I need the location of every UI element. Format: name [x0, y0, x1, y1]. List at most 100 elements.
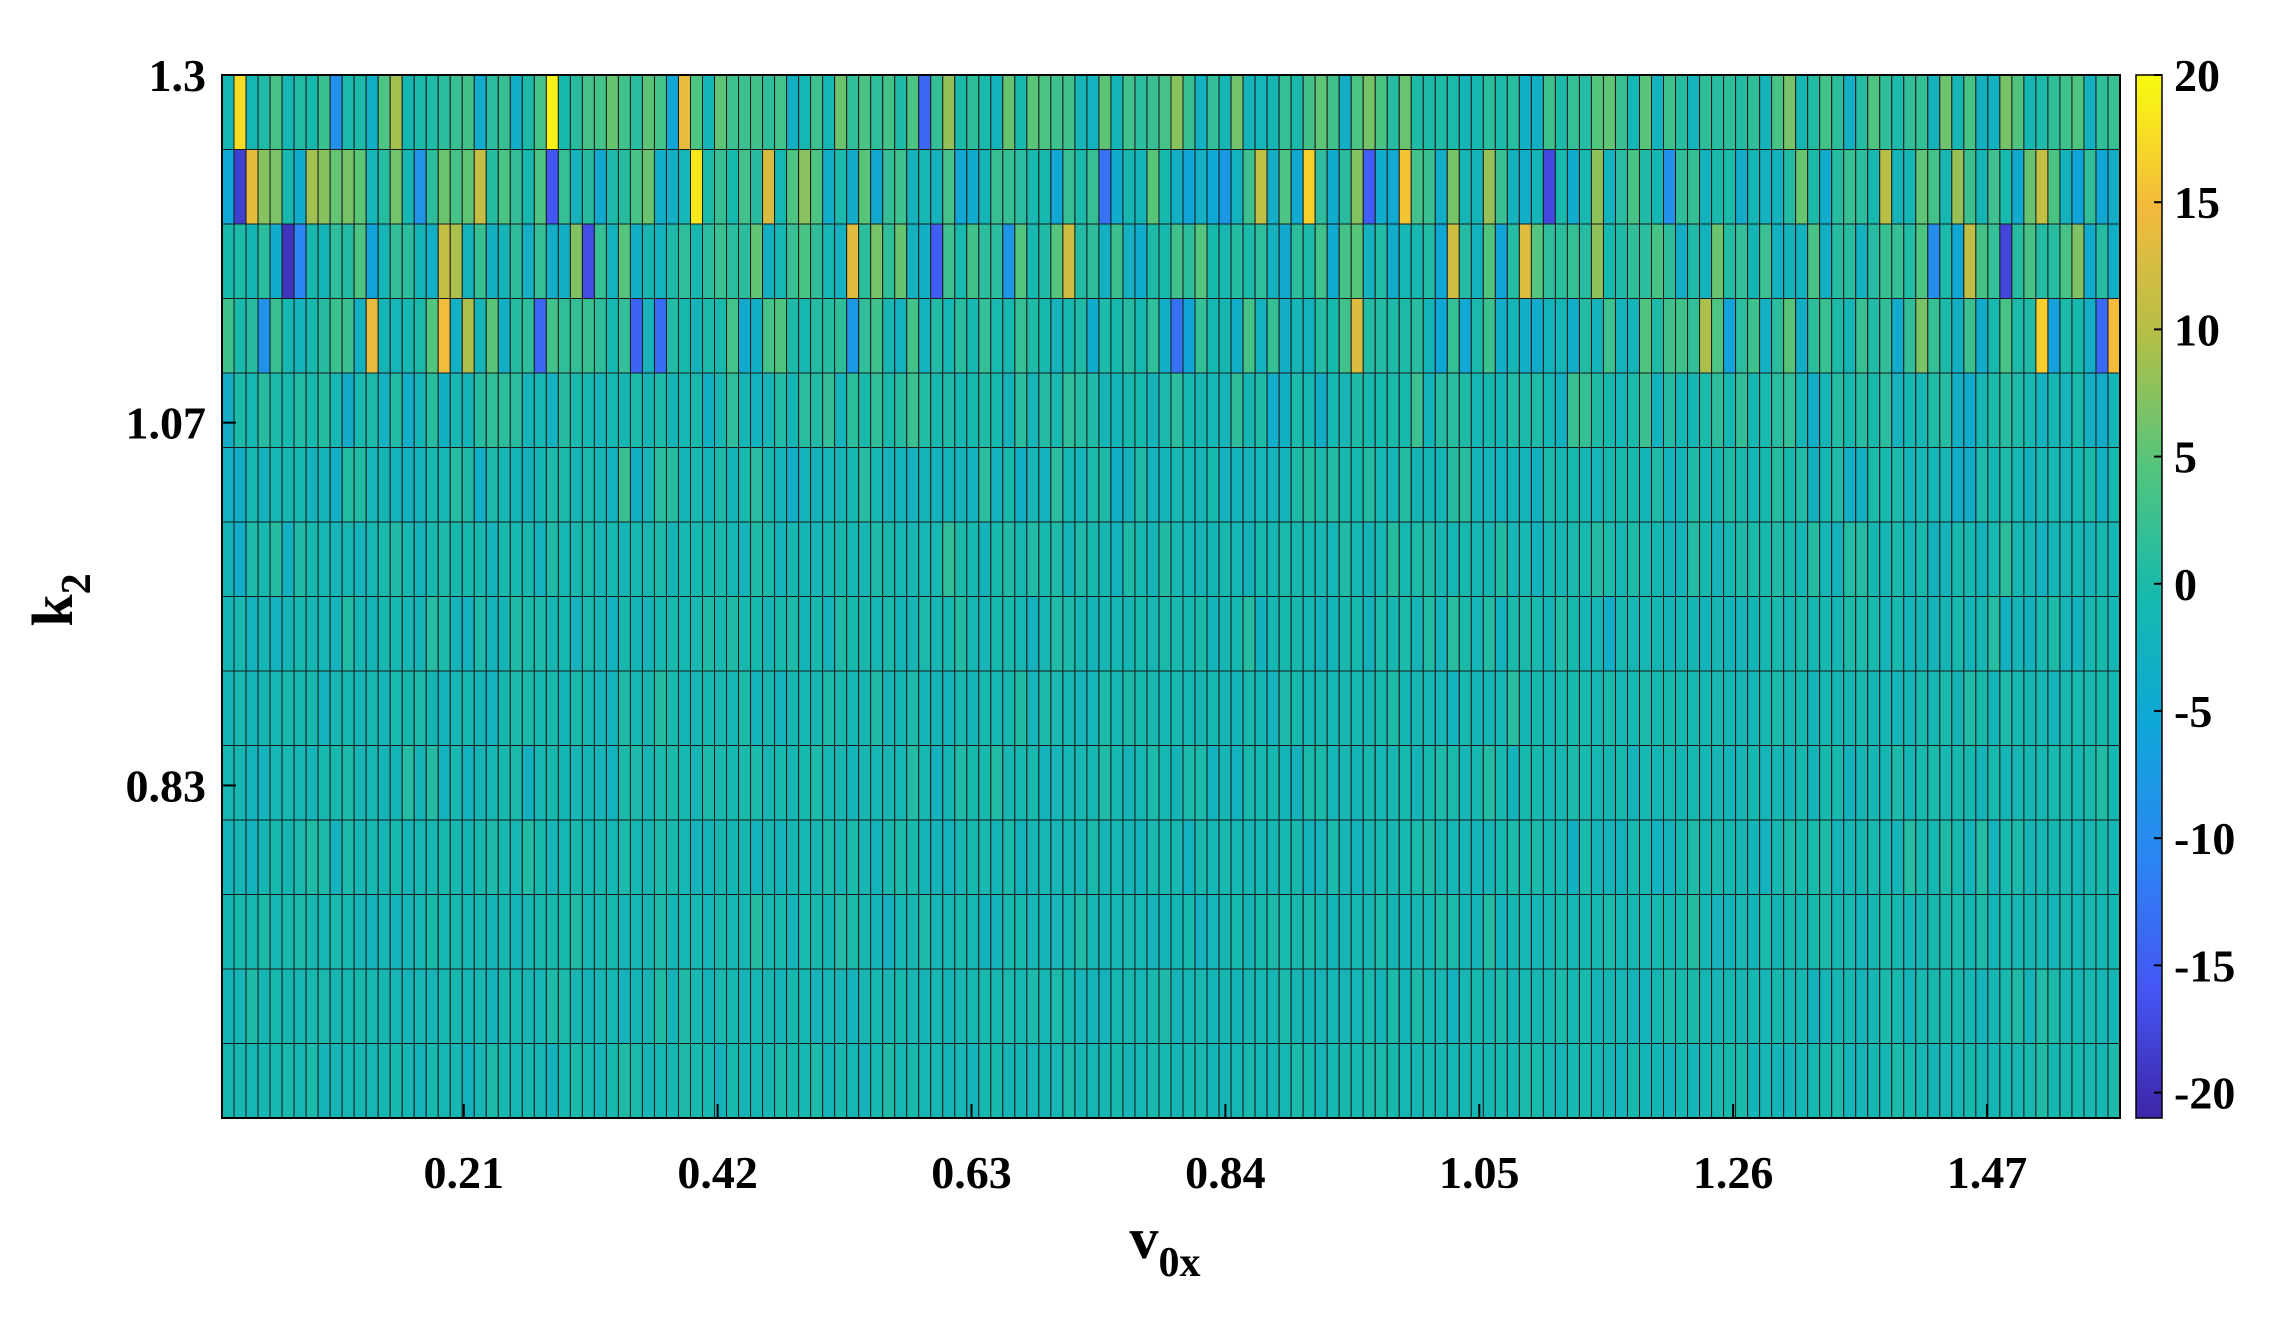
heatmap-cell: [641, 894, 655, 970]
heatmap-cell: [870, 521, 884, 597]
heatmap-cell: [1975, 819, 1989, 895]
heatmap-cell: [942, 223, 956, 299]
heatmap-cell: [1554, 819, 1568, 895]
heatmap-cell: [1422, 298, 1436, 374]
heatmap-cell: [2095, 894, 2109, 970]
heatmap-cell: [1578, 447, 1592, 523]
heatmap-cell: [1074, 521, 1088, 597]
heatmap-cell: [1566, 1043, 1580, 1119]
heatmap-cell: [1663, 521, 1677, 597]
heatmap-cell: [966, 372, 980, 448]
heatmap-cell: [1975, 223, 1989, 299]
heatmap-cell: [1518, 372, 1532, 448]
heatmap-cell: [1350, 968, 1364, 1044]
heatmap-cell: [2023, 745, 2037, 821]
heatmap-cell: [1302, 670, 1316, 746]
heatmap-cell: [1134, 819, 1148, 895]
heatmap-cell: [1987, 596, 2001, 672]
heatmap-cell: [1314, 819, 1328, 895]
heatmap-cell: [2023, 819, 2037, 895]
heatmap-cell: [1663, 670, 1677, 746]
heatmap-cell: [1831, 447, 1845, 523]
heatmap-cell: [569, 1043, 583, 1119]
heatmap-cell: [714, 596, 728, 672]
heatmap-cell: [1723, 819, 1737, 895]
heatmap-cell: [1122, 447, 1136, 523]
heatmap-cell: [545, 819, 559, 895]
heatmap-cell: [317, 745, 331, 821]
heatmap-cell: [1086, 447, 1100, 523]
heatmap-cell: [1038, 1043, 1052, 1119]
heatmap-cell: [1602, 596, 1616, 672]
heatmap-cell: [2083, 596, 2097, 672]
heatmap-cell: [641, 223, 655, 299]
heatmap-cell: [1146, 74, 1160, 150]
heatmap-cell: [269, 1043, 283, 1119]
heatmap-cell: [2011, 670, 2025, 746]
heatmap-cell: [1446, 223, 1460, 299]
heatmap-cell: [629, 596, 643, 672]
heatmap-cell: [425, 447, 439, 523]
heatmap-cell: [750, 670, 764, 746]
heatmap-cell: [1735, 894, 1749, 970]
heatmap-cell: [1422, 149, 1436, 225]
heatmap-cell: [1266, 596, 1280, 672]
heatmap-cell: [2095, 74, 2109, 150]
heatmap-cell: [1951, 149, 1965, 225]
heatmap-cell: [269, 447, 283, 523]
heatmap-cell: [245, 596, 259, 672]
heatmap-cell: [221, 447, 235, 523]
heatmap-cell: [473, 521, 487, 597]
heatmap-cell: [1254, 298, 1268, 374]
heatmap-cell: [305, 596, 319, 672]
heatmap-cell: [1843, 968, 1857, 1044]
heatmap-cell: [1759, 968, 1773, 1044]
heatmap-cell: [485, 149, 499, 225]
heatmap-cell: [317, 74, 331, 150]
heatmap-cell: [2011, 447, 2025, 523]
heatmap-cell: [425, 521, 439, 597]
heatmap-cell: [942, 372, 956, 448]
heatmap-cell: [1915, 223, 1929, 299]
heatmap-cell: [942, 670, 956, 746]
heatmap-cell: [317, 670, 331, 746]
heatmap-cell: [245, 745, 259, 821]
heatmap-cell: [2047, 223, 2061, 299]
heatmap-cell: [509, 223, 523, 299]
heatmap-cell: [1002, 1043, 1016, 1119]
heatmap-cell: [401, 894, 415, 970]
heatmap-cell: [2023, 968, 2037, 1044]
heatmap-cell: [317, 223, 331, 299]
heatmap-cell: [1278, 968, 1292, 1044]
heatmap-cell: [593, 968, 607, 1044]
heatmap-cell: [1206, 521, 1220, 597]
heatmap-cell: [401, 223, 415, 299]
heatmap-cell: [269, 372, 283, 448]
heatmap-cell: [1566, 447, 1580, 523]
heatmap-cell: [1963, 223, 1977, 299]
heatmap-cell: [858, 298, 872, 374]
heatmap-cell: [341, 447, 355, 523]
heatmap-cell: [810, 223, 824, 299]
heatmap-cell: [1795, 670, 1809, 746]
heatmap-cell: [1783, 149, 1797, 225]
heatmap-cell: [1602, 74, 1616, 150]
heatmap-cell: [1050, 894, 1064, 970]
heatmap-cell: [1434, 894, 1448, 970]
heatmap-cell: [1675, 670, 1689, 746]
heatmap-cell: [1807, 670, 1821, 746]
heatmap-cell: [497, 819, 511, 895]
heatmap-cell: [1651, 596, 1665, 672]
heatmap-cell: [653, 670, 667, 746]
heatmap-cell: [401, 819, 415, 895]
heatmap-cell: [1386, 670, 1400, 746]
heatmap-cell: [1434, 149, 1448, 225]
heatmap-cell: [665, 149, 679, 225]
heatmap-cell: [978, 298, 992, 374]
heatmap-cell: [1122, 670, 1136, 746]
heatmap-cell: [449, 894, 463, 970]
heatmap-cell: [1218, 149, 1232, 225]
heatmap-cell: [1675, 968, 1689, 1044]
heatmap-cell: [786, 74, 800, 150]
heatmap-cell: [377, 670, 391, 746]
